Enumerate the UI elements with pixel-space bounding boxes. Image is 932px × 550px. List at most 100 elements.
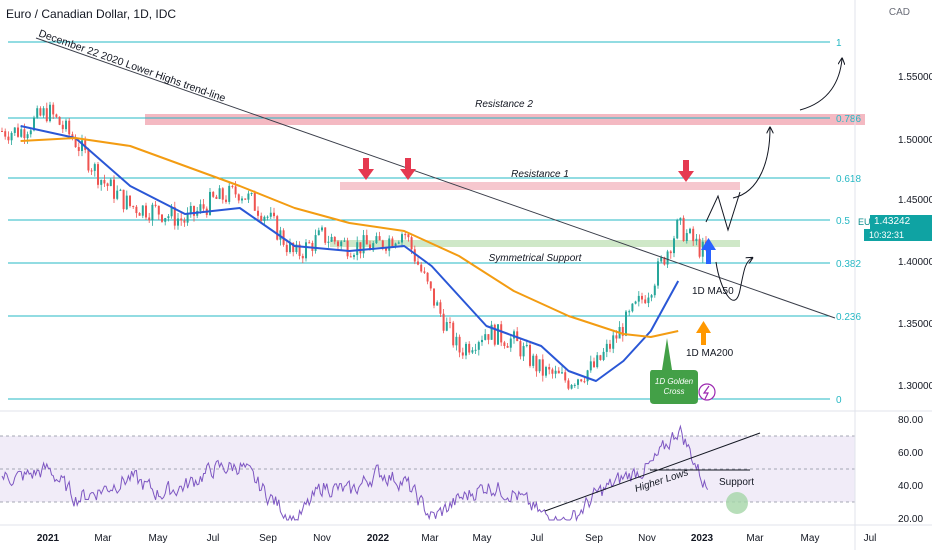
y-tick-label: 1.35000 — [898, 319, 932, 330]
candle — [420, 264, 423, 272]
rsi-y-tick-label: 40.00 — [898, 481, 923, 492]
candle — [23, 129, 26, 139]
candle — [157, 205, 160, 215]
candle — [154, 204, 157, 206]
fib-level-label: 0.618 — [836, 174, 861, 185]
x-tick-label: 2023 — [691, 533, 714, 544]
rsi-line[interactable] — [1, 424, 709, 522]
candle — [647, 297, 650, 304]
candle — [567, 380, 570, 389]
candle — [260, 215, 263, 221]
rsi-higher-lows-trendline[interactable] — [544, 432, 761, 512]
candle — [116, 190, 119, 199]
lower-highs-trendline[interactable] — [35, 37, 836, 319]
ma50-label: 1D MA50 — [692, 286, 734, 297]
event-marker-icon[interactable] — [698, 383, 716, 401]
candle — [109, 179, 112, 187]
candle — [193, 205, 195, 216]
candle — [685, 233, 688, 242]
candle — [605, 343, 608, 352]
fib-level-label: 0.382 — [836, 259, 861, 270]
candle — [202, 204, 205, 209]
candle — [129, 195, 131, 206]
candle — [161, 214, 163, 222]
candle — [356, 242, 359, 256]
candle — [369, 244, 371, 251]
candle — [13, 127, 16, 133]
candle — [125, 195, 128, 210]
candle — [189, 205, 192, 213]
candle — [234, 186, 237, 195]
candle — [33, 117, 35, 131]
candle — [500, 324, 503, 343]
candle — [538, 359, 541, 372]
ma50-line[interactable] — [20, 125, 680, 382]
candle — [676, 219, 679, 239]
candle — [602, 351, 605, 360]
candle — [474, 349, 477, 351]
last-price-tag[interactable]: 1.43242 — [870, 215, 932, 229]
candle — [103, 179, 106, 184]
golden-cross-callout — [650, 338, 698, 404]
candle — [39, 108, 42, 116]
x-tick-label: Mar — [421, 533, 439, 544]
candle — [250, 192, 253, 194]
candle — [100, 179, 103, 185]
candle — [68, 120, 71, 135]
rsi-support-highlight — [726, 492, 748, 514]
candle — [509, 338, 512, 348]
red-down-arrow — [363, 158, 369, 171]
x-tick-label: Jul — [531, 533, 544, 544]
candle — [263, 216, 266, 221]
candle — [170, 207, 173, 217]
candle — [375, 236, 378, 244]
candle — [145, 205, 147, 218]
candle — [391, 238, 394, 247]
candle — [401, 234, 403, 243]
candle — [308, 242, 311, 244]
candle — [314, 235, 317, 251]
candle — [359, 242, 362, 254]
candle — [458, 336, 461, 353]
candle — [362, 235, 365, 254]
candle — [295, 244, 298, 253]
projection-path-lower — [715, 258, 752, 301]
candle — [477, 342, 480, 350]
x-tick-label: Jul — [207, 533, 220, 544]
candle — [410, 237, 413, 250]
resistance-2-zone[interactable] — [145, 114, 865, 125]
candle — [52, 104, 55, 115]
candle — [106, 183, 109, 187]
candle — [343, 240, 346, 242]
symmetrical-support-zone[interactable] — [330, 240, 740, 247]
y-tick-label: 1.45000 — [898, 195, 932, 206]
candle — [241, 198, 243, 201]
candle — [695, 238, 698, 242]
ma200-line[interactable] — [20, 137, 679, 338]
candle — [609, 343, 611, 349]
x-tick-label: Sep — [259, 533, 277, 544]
candle — [548, 367, 551, 370]
candle — [580, 379, 583, 382]
candle — [529, 344, 531, 366]
candle — [151, 204, 154, 221]
candle — [519, 341, 522, 357]
y-tick-label: 1.30000 — [898, 381, 932, 392]
candle — [471, 350, 474, 353]
trendline-label: December 22 2020 Lower Highs trend-line — [37, 28, 227, 105]
x-tick-label: Mar — [94, 533, 112, 544]
red-down-arrowhead — [358, 169, 374, 180]
candle — [285, 244, 288, 253]
candle — [692, 228, 695, 242]
candle — [327, 241, 330, 243]
resistance-1-zone[interactable] — [340, 182, 740, 190]
candle — [487, 334, 490, 340]
y-tick-label: 1.55000 — [898, 72, 932, 83]
candle — [58, 116, 61, 125]
candle — [397, 242, 400, 244]
candle — [589, 361, 592, 371]
candle — [551, 369, 554, 374]
candle — [7, 136, 10, 141]
candle — [138, 213, 141, 216]
